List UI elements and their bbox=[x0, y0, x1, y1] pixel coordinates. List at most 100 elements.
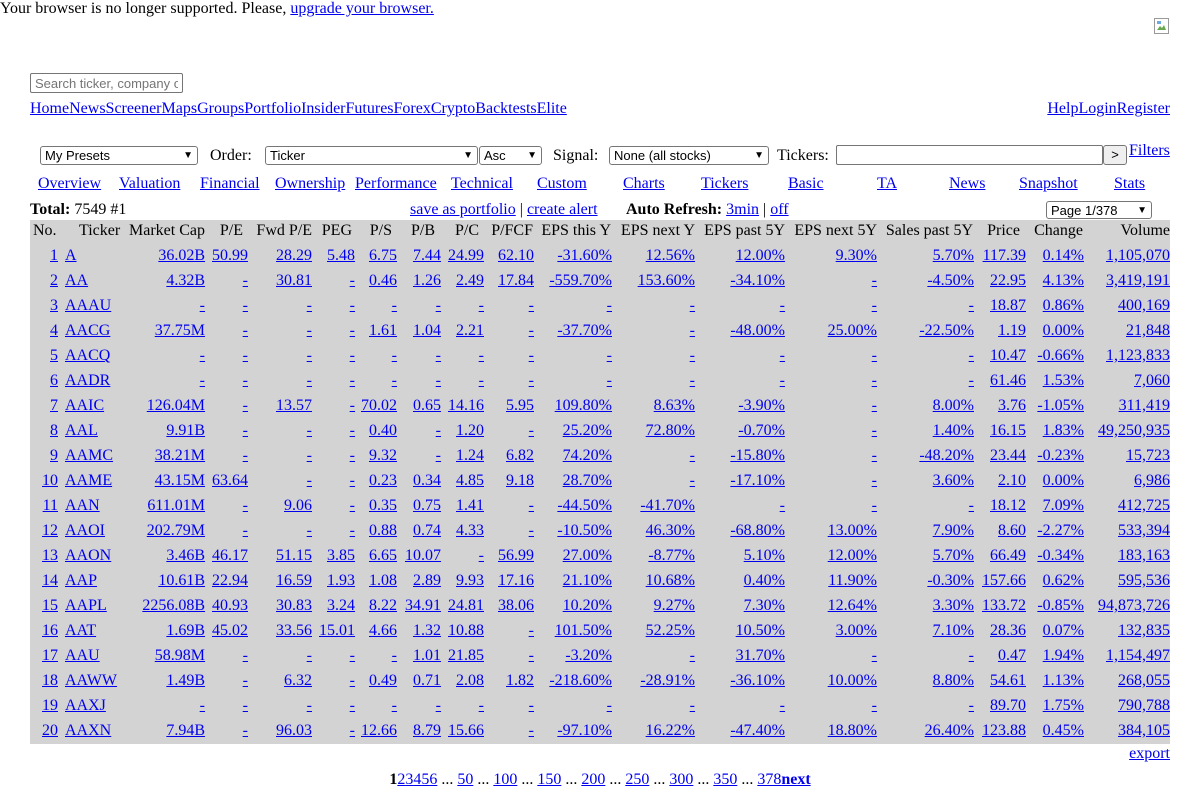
cell-link[interactable]: - bbox=[871, 297, 877, 314]
cell-link[interactable]: 21.85 bbox=[448, 647, 484, 664]
cell-link[interactable]: 52.25% bbox=[645, 622, 695, 639]
cell-link[interactable]: 28.70% bbox=[562, 472, 612, 489]
cell-link[interactable]: 25.20% bbox=[562, 422, 612, 439]
cell-link[interactable]: - bbox=[689, 697, 695, 714]
cell-link[interactable]: 2.89 bbox=[413, 572, 441, 589]
cell-link[interactable]: - bbox=[689, 347, 695, 364]
cell-link[interactable]: -0.66% bbox=[1037, 347, 1084, 364]
cell-link[interactable]: 123.88 bbox=[982, 722, 1026, 739]
cell-link[interactable]: -48.20% bbox=[919, 447, 974, 464]
ticker-link[interactable]: AACQ bbox=[65, 347, 111, 364]
ticker-link[interactable]: AAON bbox=[65, 547, 112, 564]
filters-link[interactable]: Filters bbox=[1129, 142, 1170, 159]
page-link[interactable]: 5 bbox=[421, 771, 430, 788]
cell-link[interactable]: -41.70% bbox=[640, 497, 695, 514]
cell-link[interactable]: 9.93 bbox=[456, 572, 484, 589]
cell-link[interactable]: 38.06 bbox=[498, 597, 534, 614]
cell-link[interactable]: -1.05% bbox=[1037, 397, 1084, 414]
cell-link[interactable]: 7,060 bbox=[1134, 372, 1170, 389]
cell-link[interactable]: 5.48 bbox=[327, 247, 355, 264]
refresh-3min-link[interactable]: 3min bbox=[726, 201, 760, 218]
cell-link[interactable]: 7.90% bbox=[932, 522, 974, 539]
cell-link[interactable]: 12.00% bbox=[827, 547, 877, 564]
cell-link[interactable]: 0.40% bbox=[743, 572, 785, 589]
cell-link[interactable]: 54.61 bbox=[990, 672, 1026, 689]
cell-link[interactable]: - bbox=[478, 297, 484, 314]
cell-link[interactable]: 10.20% bbox=[562, 597, 612, 614]
column-header-price[interactable]: Price bbox=[987, 222, 1020, 239]
page-link[interactable]: 4 bbox=[413, 771, 422, 788]
cell-link[interactable]: 12 bbox=[42, 522, 58, 539]
cell-link[interactable]: - bbox=[871, 347, 877, 364]
cell-link[interactable]: - bbox=[306, 522, 312, 539]
column-header-sales-past-5y[interactable]: Sales past 5Y bbox=[885, 222, 973, 239]
cell-link[interactable]: 8.00% bbox=[932, 397, 974, 414]
cell-link[interactable]: -3.20% bbox=[565, 647, 612, 664]
cell-link[interactable]: - bbox=[306, 472, 312, 489]
cell-link[interactable]: -10.50% bbox=[557, 522, 612, 539]
ticker-link[interactable]: AAN bbox=[65, 497, 100, 514]
cell-link[interactable]: 14 bbox=[42, 572, 58, 589]
tab-overview[interactable]: Overview bbox=[38, 175, 102, 192]
cell-link[interactable]: - bbox=[349, 347, 355, 364]
cell-link[interactable]: 3.24 bbox=[327, 597, 355, 614]
cell-link[interactable]: -0.85% bbox=[1037, 597, 1084, 614]
cell-link[interactable]: - bbox=[349, 322, 355, 339]
cell-link[interactable]: -3.90% bbox=[738, 397, 785, 414]
ticker-link[interactable]: AAME bbox=[65, 472, 113, 489]
cell-link[interactable]: 15.66 bbox=[448, 722, 484, 739]
cell-link[interactable]: 0.49 bbox=[369, 672, 397, 689]
order-direction-select[interactable]: Asc ▼ bbox=[479, 146, 542, 165]
cell-link[interactable]: -0.34% bbox=[1037, 547, 1084, 564]
cell-link[interactable]: 50.99 bbox=[212, 247, 248, 264]
cell-link[interactable]: - bbox=[478, 697, 484, 714]
cell-link[interactable]: 21.10% bbox=[562, 572, 612, 589]
column-header-market-cap[interactable]: Market Cap bbox=[129, 222, 205, 239]
cell-link[interactable]: 117.39 bbox=[982, 247, 1026, 264]
column-header-eps-next-y[interactable]: EPS next Y bbox=[620, 222, 695, 239]
cell-link[interactable]: - bbox=[779, 372, 785, 389]
cell-link[interactable]: 1.83% bbox=[1042, 422, 1084, 439]
cell-link[interactable]: 0.35 bbox=[369, 497, 397, 514]
cell-link[interactable]: -2.27% bbox=[1037, 522, 1084, 539]
cell-link[interactable]: 1.26 bbox=[413, 272, 441, 289]
cell-link[interactable]: 24.99 bbox=[448, 247, 484, 264]
cell-link[interactable]: - bbox=[306, 647, 312, 664]
cell-link[interactable]: 10.61B bbox=[158, 572, 205, 589]
cell-link[interactable]: - bbox=[242, 297, 248, 314]
cell-link[interactable]: -34.10% bbox=[730, 272, 785, 289]
cell-link[interactable]: 183,163 bbox=[1118, 547, 1170, 564]
cell-link[interactable]: - bbox=[199, 697, 205, 714]
cell-link[interactable]: 61.46 bbox=[990, 372, 1026, 389]
ticker-link[interactable]: AAXN bbox=[65, 722, 112, 739]
cell-link[interactable]: 20 bbox=[42, 722, 58, 739]
cell-link[interactable]: 43.15M bbox=[154, 472, 205, 489]
ticker-link[interactable]: AAP bbox=[65, 572, 98, 589]
cell-link[interactable]: 0.47 bbox=[998, 647, 1026, 664]
nav-register[interactable]: Register bbox=[1116, 100, 1170, 117]
cell-link[interactable]: -17.10% bbox=[730, 472, 785, 489]
tab-valuation[interactable]: Valuation bbox=[119, 175, 181, 192]
cell-link[interactable]: - bbox=[689, 447, 695, 464]
cell-link[interactable]: 5.95 bbox=[506, 397, 534, 414]
cell-link[interactable]: - bbox=[199, 297, 205, 314]
cell-link[interactable]: - bbox=[528, 422, 534, 439]
nav-forex[interactable]: Forex bbox=[393, 100, 431, 117]
cell-link[interactable]: 6,986 bbox=[1134, 472, 1170, 489]
cell-link[interactable]: - bbox=[528, 622, 534, 639]
cell-link[interactable]: 3.60% bbox=[932, 472, 974, 489]
cell-link[interactable]: - bbox=[606, 297, 612, 314]
cell-link[interactable]: - bbox=[349, 422, 355, 439]
cell-link[interactable]: - bbox=[689, 297, 695, 314]
cell-link[interactable]: 5.10% bbox=[743, 547, 785, 564]
cell-link[interactable]: - bbox=[242, 647, 248, 664]
cell-link[interactable]: 4.13% bbox=[1042, 272, 1084, 289]
cell-link[interactable]: - bbox=[349, 522, 355, 539]
cell-link[interactable]: 38.21M bbox=[154, 447, 205, 464]
cell-link[interactable]: 0.88 bbox=[369, 522, 397, 539]
cell-link[interactable]: - bbox=[306, 347, 312, 364]
cell-link[interactable]: 1.32 bbox=[413, 622, 441, 639]
cell-link[interactable]: 8.79 bbox=[413, 722, 441, 739]
page-link[interactable]: 50 bbox=[457, 771, 474, 788]
cell-link[interactable]: 1.13% bbox=[1042, 672, 1084, 689]
